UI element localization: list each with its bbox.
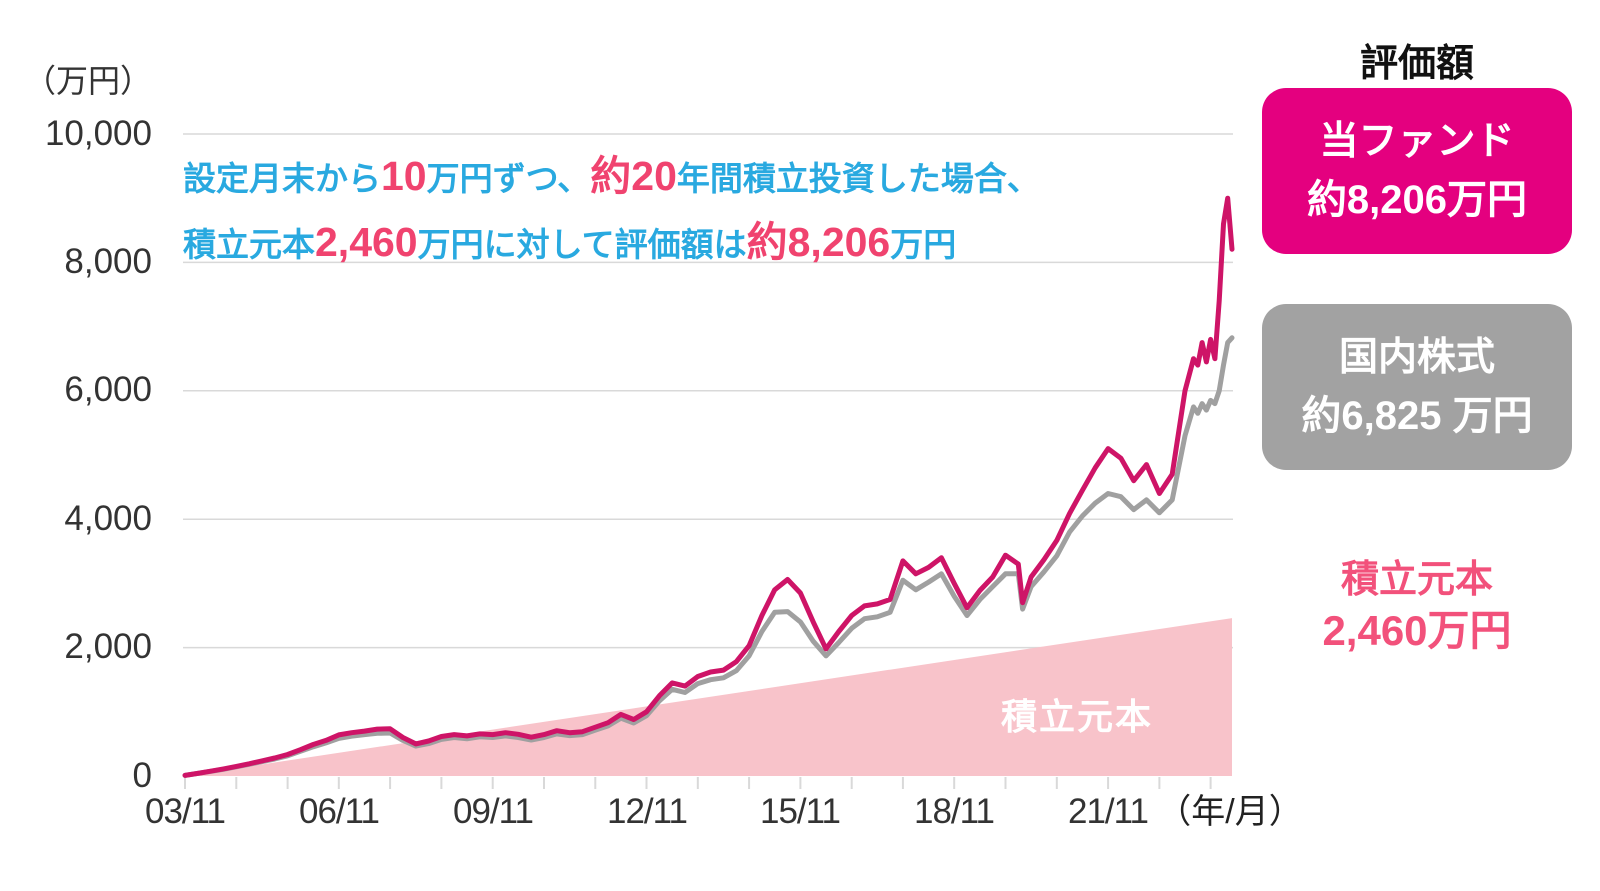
- annotation-text: 万円に対して評価額は: [417, 226, 747, 263]
- y-tick-label-10000: 10,000: [44, 114, 152, 153]
- fund-line: [182, 195, 1235, 778]
- x-tick-label-1511: 15/11: [760, 792, 841, 831]
- annotation-line-1: 設定月末から10万円ずつ、約20年間積立投資した場合、: [183, 148, 1083, 214]
- annotation-text: 万円ずつ、: [426, 160, 591, 197]
- x-tick-label-0611: 06/11: [299, 792, 380, 831]
- x-tick-label-0911: 09/11: [453, 792, 534, 831]
- y-tick-label-4000: 4,000: [64, 499, 152, 538]
- y-axis-unit: （万円）: [23, 63, 152, 99]
- annotation-number: 約20: [590, 153, 677, 199]
- legend-principal-name: 積立元本: [1340, 559, 1493, 601]
- principal-area-label: 積立元本: [1000, 696, 1153, 737]
- legend-principal-label: 積立元本 2,460万円: [1262, 556, 1572, 658]
- annotation-text: 設定月末から: [183, 160, 381, 197]
- annotation-text: 年間積立投資した場合、: [676, 160, 1040, 197]
- x-axis-unit: （年/月）: [1157, 793, 1303, 831]
- chart-annotation: 設定月末から10万円ずつ、約20年間積立投資した場合、 積立元本2,460万円に…: [183, 148, 1083, 280]
- annotation-text: 積立元本: [183, 226, 315, 263]
- x-tick-label-2111: 21/11: [1068, 792, 1149, 831]
- x-tick-label-1211: 12/11: [607, 792, 688, 831]
- annotation-text: 万円: [890, 226, 957, 263]
- y-tick-label-2000: 2,000: [64, 627, 152, 666]
- stock-line: [182, 335, 1235, 778]
- annotation-number: 10: [381, 153, 427, 199]
- legend-fund-name: 当ファンド: [1319, 120, 1515, 163]
- legend-fund-value: 約8,206万円: [1306, 178, 1528, 222]
- annotation-number: 2,460: [315, 219, 418, 265]
- x-tick-label-1811: 18/11: [914, 792, 995, 831]
- legend-stock-value: 約6,825 万円: [1301, 394, 1533, 438]
- legend-title: 評価額: [1359, 43, 1474, 85]
- x-tick-label-0311: 03/11: [145, 792, 226, 831]
- legend-fund-box: 当ファンド 約8,206万円: [1262, 88, 1572, 254]
- y-tick-label-0: 0: [132, 756, 152, 795]
- annotation-line-2: 積立元本2,460万円に対して評価額は約8,206万円: [183, 214, 1083, 280]
- annotation-number: 約8,206: [746, 219, 891, 265]
- y-tick-label-8000: 8,000: [64, 242, 152, 281]
- legend-principal-value: 2,460万円: [1322, 607, 1512, 654]
- legend-stock-name: 国内株式: [1338, 336, 1495, 379]
- y-tick-label-6000: 6,000: [64, 370, 152, 409]
- legend-stock-box: 国内株式 約6,825 万円: [1262, 304, 1572, 470]
